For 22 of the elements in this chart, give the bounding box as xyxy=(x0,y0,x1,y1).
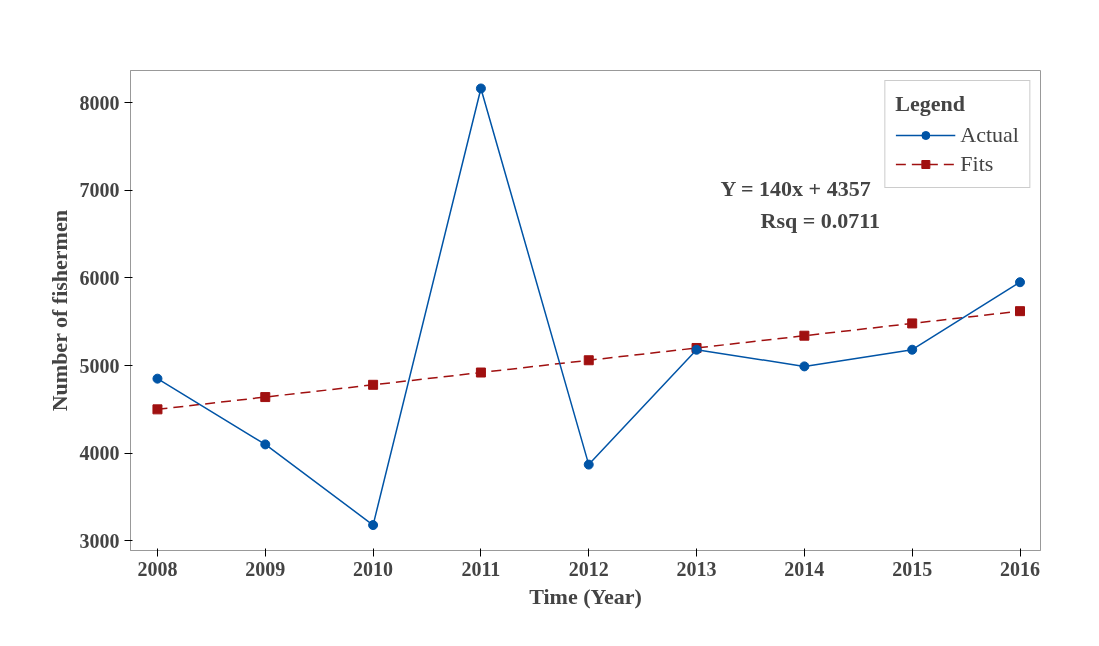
x-tick-label: 2012 xyxy=(568,557,609,580)
y-tick-label: 3000 xyxy=(79,529,120,552)
y-tick-label: 7000 xyxy=(79,179,120,202)
x-tick-label: 2016 xyxy=(1000,557,1041,580)
x-tick-label: 2014 xyxy=(784,557,825,580)
x-tick-label: 2015 xyxy=(892,557,933,580)
x-tick-label: 2009 xyxy=(245,557,286,580)
x-tick-label: 2010 xyxy=(353,557,394,580)
y-axis-title: Number of fishermen xyxy=(46,210,72,412)
x-axis-title: Time (Year) xyxy=(529,583,642,609)
x-tick-label: 2013 xyxy=(676,557,717,580)
annotation: Y = 140x + 4357 xyxy=(720,175,871,201)
legend-label: Fits xyxy=(960,151,994,177)
y-tick-label: 8000 xyxy=(79,91,120,114)
legend-label: Actual xyxy=(960,122,1019,148)
x-tick-label: 2008 xyxy=(137,557,178,580)
y-tick-label: 4000 xyxy=(79,442,120,465)
annotation: Rsq = 0.0711 xyxy=(760,207,881,233)
y-tick-label: 6000 xyxy=(79,266,120,289)
y-tick-label: 5000 xyxy=(79,354,120,377)
x-tick-label: 2011 xyxy=(461,557,501,580)
legend-title: Legend xyxy=(895,91,967,117)
